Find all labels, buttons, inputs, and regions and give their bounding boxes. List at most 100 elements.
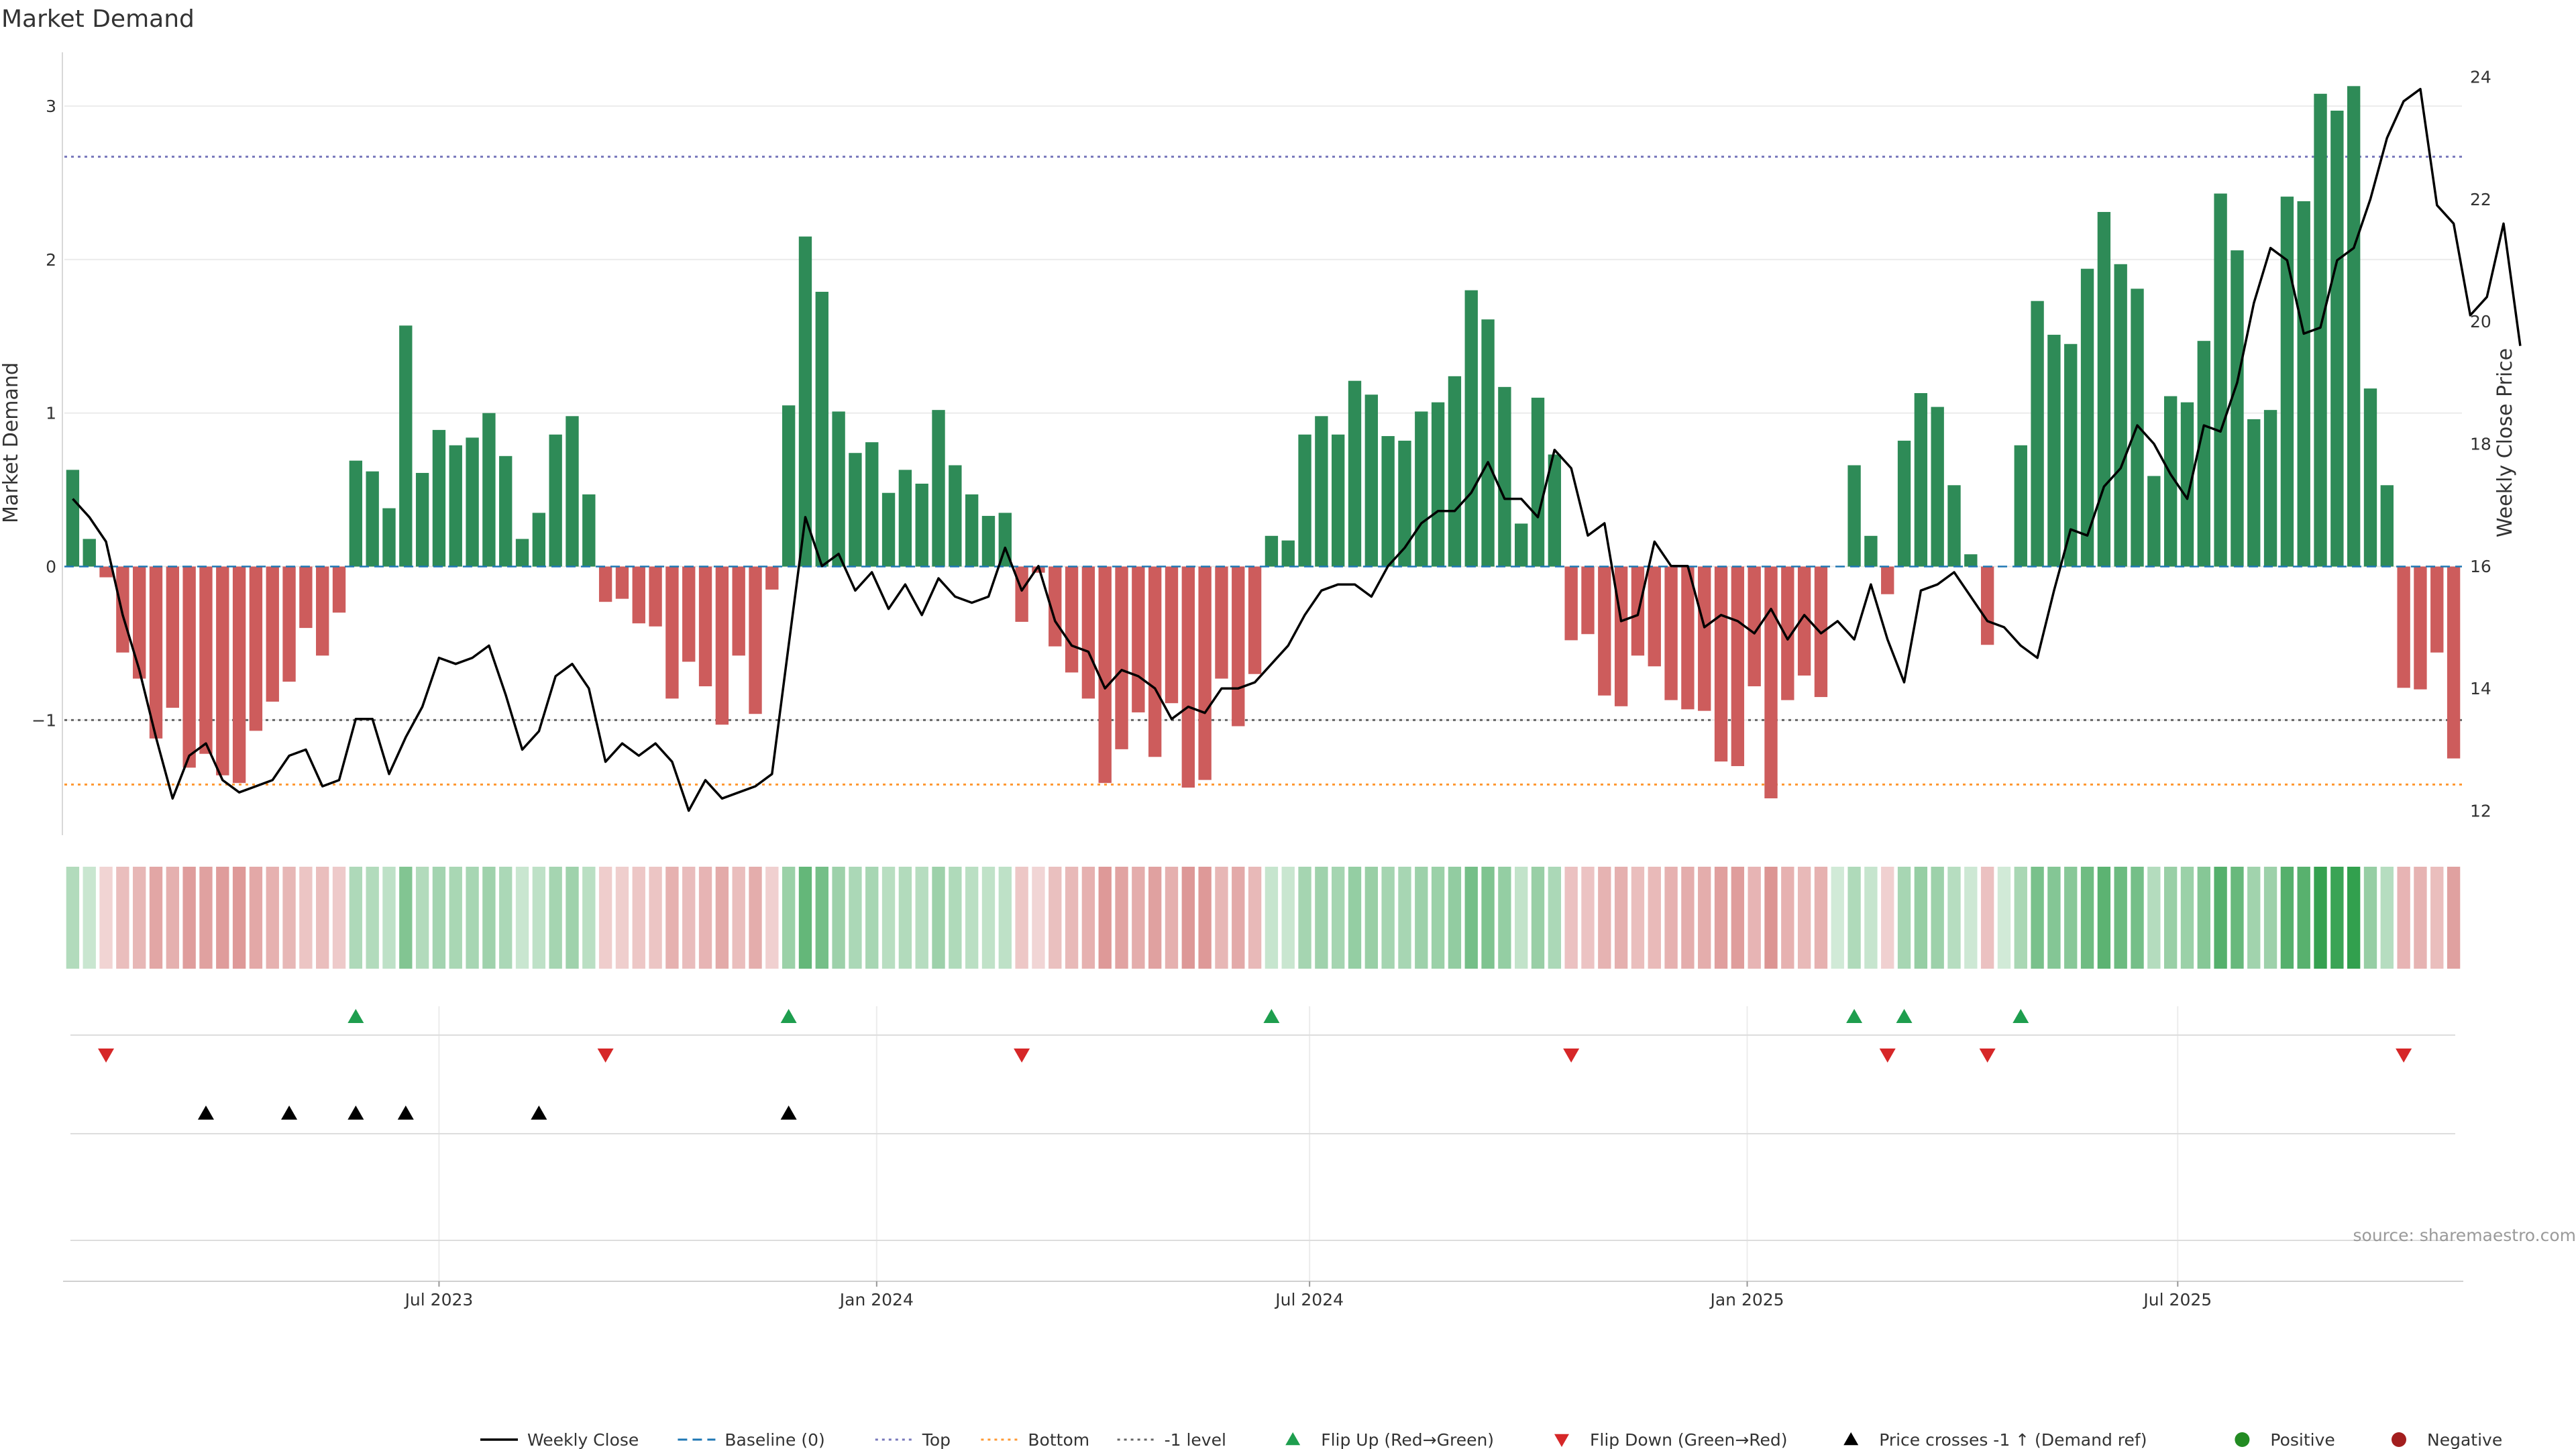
flip-up-marker (1263, 1009, 1280, 1023)
demand-bar-negative (1215, 566, 1228, 679)
heat-cell (1165, 867, 1179, 969)
legend-label: Top (922, 1430, 951, 1449)
heat-cell (598, 867, 612, 969)
demand-bar-negative (2397, 566, 2410, 688)
heat-cell (949, 867, 962, 969)
heat-cell (2330, 867, 2344, 969)
heat-cell (549, 867, 562, 969)
demand-bar-positive (2163, 396, 2178, 567)
demand-bar-negative (299, 566, 313, 629)
legend-swatch-circle (2235, 1432, 2250, 1447)
demand-bar-negative (698, 566, 712, 687)
heat-cell (166, 867, 180, 969)
heat-cell (2380, 867, 2394, 969)
y-tick-label: −1 (32, 710, 56, 730)
demand-bar-negative (282, 566, 296, 682)
heat-cell (449, 867, 462, 969)
demand-bar-negative (266, 566, 279, 702)
heat-cell (1448, 867, 1462, 969)
heat-cell (482, 867, 496, 969)
demand-bar-positive (2247, 419, 2261, 567)
demand-bar-positive (1332, 434, 1345, 567)
demand-bar-positive (2347, 86, 2361, 567)
demand-bar-negative (1681, 566, 1695, 710)
demand-bar-positive (466, 437, 479, 567)
heat-cell (266, 867, 279, 969)
heat-cell (1980, 867, 1994, 969)
y-tick-label: 2 (46, 250, 56, 270)
demand-bar-positive (2064, 343, 2078, 567)
demand-bar-negative (1764, 566, 1778, 799)
heat-cell (1964, 867, 1978, 969)
demand-bar-negative (1248, 566, 1262, 674)
heat-cell (2263, 867, 2277, 969)
heat-cell (2447, 867, 2461, 969)
demand-bar-positive (2080, 268, 2094, 567)
demand-bar-negative (249, 566, 263, 731)
heat-cell (149, 867, 163, 969)
heat-cell (2064, 867, 2078, 969)
chart-title: Market Demand (1, 5, 195, 33)
heat-cell (1364, 867, 1379, 969)
demand-bar-negative (1181, 566, 1195, 788)
heat-cell (1115, 867, 1128, 969)
demand-bar-positive (449, 445, 462, 567)
y-tick-label: 3 (46, 97, 56, 116)
demand-bar-positive (2214, 193, 2227, 567)
heat-cell (1415, 867, 1428, 969)
heat-cell (2297, 867, 2310, 969)
heat-cell (1664, 867, 1678, 969)
demand-bar-positive (2180, 402, 2194, 567)
heat-cell (1648, 867, 1661, 969)
demand-bar-positive (66, 470, 80, 567)
y2-axis-title: Weekly Close Price (2493, 348, 2517, 537)
heat-cell (1281, 867, 1295, 969)
demand-bar-positive (965, 494, 979, 567)
demand-bar-positive (432, 429, 446, 567)
heat-cell (99, 867, 113, 969)
heat-cell (1698, 867, 1711, 969)
demand-bar-negative (1797, 566, 1811, 676)
demand-bar-negative (199, 566, 213, 754)
heat-cell (1232, 867, 1245, 969)
heat-cell (316, 867, 329, 969)
heat-cell (2397, 867, 2410, 969)
demand-bar-positive (2330, 110, 2344, 567)
demand-bar-negative (1098, 566, 1112, 784)
demand-bar-negative (1648, 566, 1661, 667)
legend-label: Baseline (0) (724, 1430, 824, 1449)
demand-bar-positive (1364, 394, 1379, 567)
x-tick-label: Jan 2025 (1709, 1290, 1784, 1309)
heat-cell (1881, 867, 1894, 969)
legend-label: Bottom (1028, 1430, 1089, 1449)
demand-bar-negative (1698, 566, 1711, 711)
heat-cell (2414, 867, 2427, 969)
demand-bar-negative (665, 566, 679, 699)
demand-bar-positive (1381, 436, 1395, 567)
heat-cell (732, 867, 745, 969)
heat-cell (1348, 867, 1362, 969)
demand-bar-negative (1115, 566, 1128, 749)
price-cross-marker (397, 1106, 414, 1120)
demand-bar-negative (232, 566, 246, 784)
flip-down-marker (597, 1049, 614, 1063)
demand-bar-positive (549, 434, 562, 567)
demand-bar-positive (1398, 440, 1411, 567)
flip-down-marker (1563, 1049, 1580, 1063)
heat-cell (1298, 867, 1311, 969)
heat-cell (1781, 867, 1794, 969)
demand-bar-positive (1914, 392, 1928, 567)
demand-bar-negative (749, 566, 762, 714)
flip-down-marker (1979, 1049, 1996, 1063)
legend-swatch-up-triangle (1843, 1432, 1859, 1446)
demand-bar-positive (798, 236, 812, 567)
demand-bar-positive (2280, 197, 2294, 567)
demand-bar-negative (182, 566, 196, 768)
heat-cell (1764, 867, 1778, 969)
demand-bar-negative (149, 566, 163, 739)
heat-cell (116, 867, 129, 969)
heat-cell (1315, 867, 1328, 969)
heat-cell (2080, 867, 2094, 969)
demand-bar-negative (615, 566, 629, 599)
heat-cell (632, 867, 645, 969)
